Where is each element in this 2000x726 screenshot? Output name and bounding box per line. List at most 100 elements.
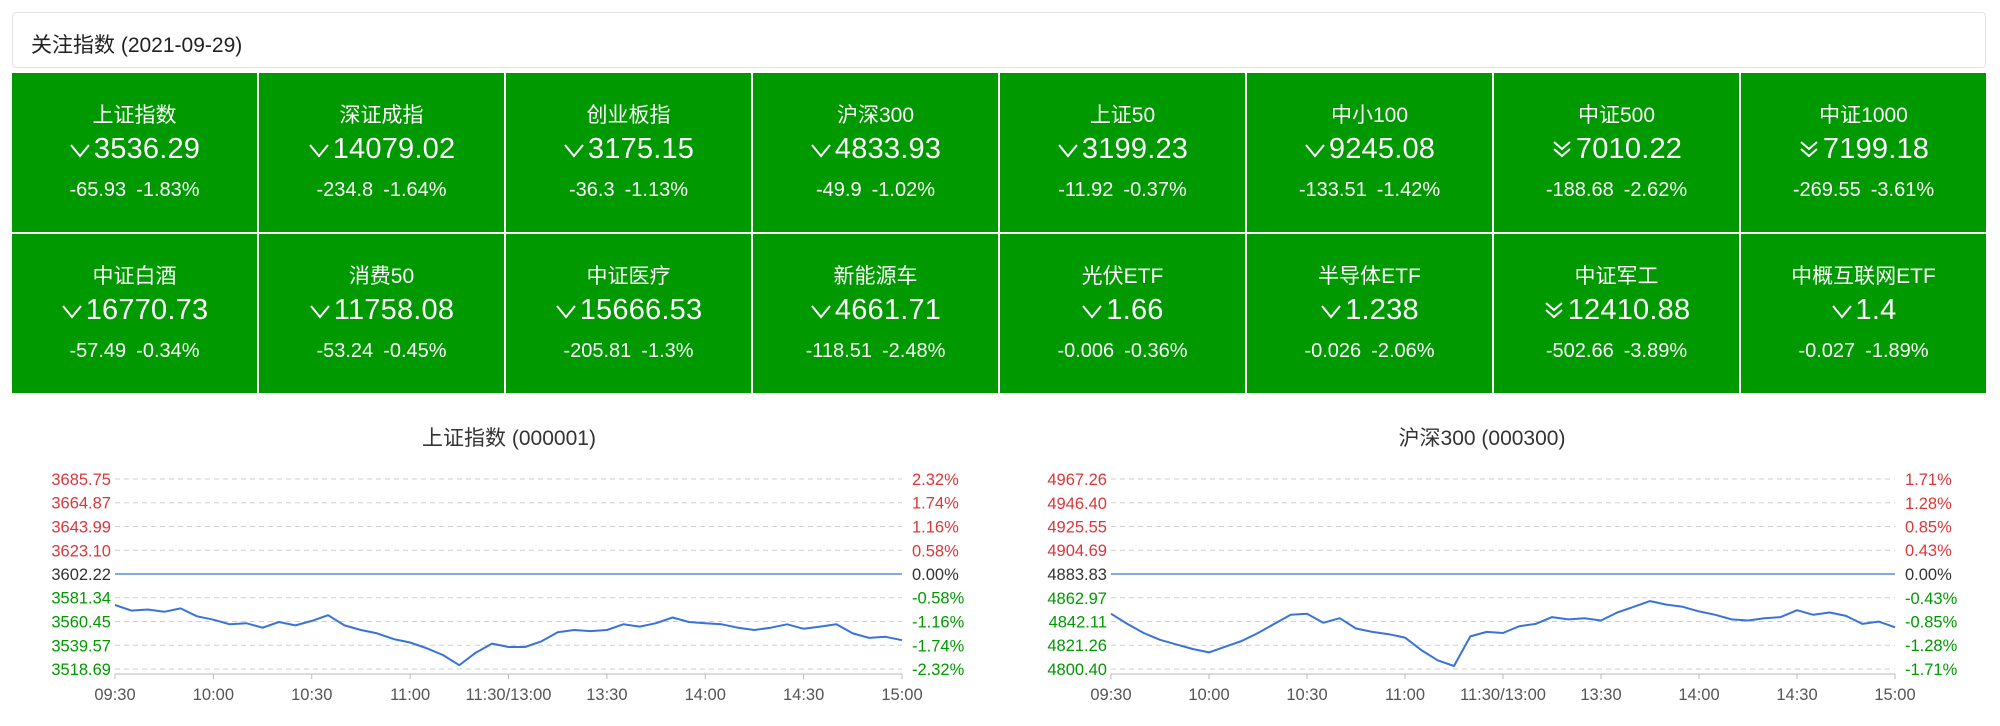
index-tile[interactable]: 沪深300 4833.93 -49.9 -1.02% — [753, 73, 998, 232]
index-tile[interactable]: 中证白酒 16770.73 -57.49 -0.34% — [12, 234, 257, 393]
tile-index-name: 中证军工 — [1574, 265, 1659, 288]
y-tick-label: 3581.34 — [51, 590, 111, 608]
tile-index-name: 沪深300 — [836, 104, 915, 127]
tile-index-name: 中小100 — [1330, 104, 1409, 127]
index-tile[interactable]: 中证500 7010.22 -188.68 -2.62% — [1494, 73, 1739, 232]
tile-change-value: -53.24 — [316, 340, 374, 362]
tile-change-percent: -0.37% — [1123, 179, 1187, 201]
x-tick-label: 13:30 — [1580, 686, 1621, 704]
y-pct-tick-label: -1.74% — [912, 637, 965, 655]
tile-index-name: 中证医疗 — [586, 265, 671, 288]
tile-index-name: 上证50 — [1089, 104, 1156, 127]
index-tile[interactable]: 消费50 11758.08 -53.24 -0.45% — [259, 234, 504, 393]
price-series-line — [1110, 600, 1896, 667]
tile-change-percent: -1.3% — [641, 340, 694, 362]
double-chevron-down-icon — [1543, 297, 1565, 321]
tile-price-value: 16770.73 — [85, 294, 209, 326]
x-tick-label: 15:00 — [881, 686, 922, 704]
tile-index-name: 新能源车 — [833, 265, 918, 288]
chevron-down-icon — [309, 297, 331, 321]
tile-price-value: 3536.29 — [93, 133, 201, 165]
y-pct-tick-label: -0.58% — [912, 590, 965, 608]
tile-price: 4833.93 — [753, 133, 998, 166]
y-tick-label: 3664.87 — [51, 495, 111, 513]
tile-change-value: -0.027 — [1798, 340, 1856, 362]
tile-price-value: 1.66 — [1106, 294, 1164, 326]
y-tick-label: 3643.99 — [51, 518, 111, 536]
tile-price-value: 15666.53 — [579, 294, 703, 326]
tile-change: -0.006 -0.36% — [1000, 340, 1245, 363]
index-tile[interactable]: 中证医疗 15666.53 -205.81 -1.3% — [506, 234, 751, 393]
y-tick-label: 4800.40 — [1047, 661, 1107, 679]
tile-change-percent: -0.34% — [136, 340, 200, 362]
y-pct-tick-label: 0.00% — [1905, 566, 1952, 584]
index-tile[interactable]: 中证1000 7199.18 -269.55 -3.61% — [1741, 73, 1986, 232]
tile-price-value: 3175.15 — [587, 133, 695, 165]
tile-change-percent: -0.45% — [383, 340, 447, 362]
x-tick-label: 10:00 — [1188, 686, 1229, 704]
index-tile[interactable]: 中证军工 12410.88 -502.66 -3.89% — [1494, 234, 1739, 393]
chevron-down-icon — [810, 136, 832, 160]
y-tick-label: 3685.75 — [51, 471, 111, 489]
header-panel: 关注指数 (2021-09-29) — [12, 12, 1986, 68]
tile-change-value: -49.9 — [816, 179, 862, 201]
tile-index-name: 中证白酒 — [92, 265, 177, 288]
tile-index-name: 上证指数 — [92, 104, 177, 127]
tile-price: 12410.88 — [1494, 294, 1739, 327]
chevron-down-icon — [563, 136, 585, 160]
tile-change-percent: -1.02% — [871, 179, 935, 201]
tile-change: -133.51 -1.42% — [1247, 179, 1492, 202]
page-title: 关注指数 (2021-09-29) — [31, 34, 243, 57]
tile-index-name: 创业板指 — [586, 104, 671, 127]
y-tick-label: 4904.69 — [1047, 542, 1107, 560]
index-tile[interactable]: 半导体ETF 1.238 -0.026 -2.06% — [1247, 234, 1492, 393]
index-tile[interactable]: 深证成指 14079.02 -234.8 -1.64% — [259, 73, 504, 232]
y-pct-tick-label: 1.74% — [912, 495, 959, 513]
y-tick-label: 3539.57 — [51, 637, 111, 655]
tile-change: -53.24 -0.45% — [259, 340, 504, 363]
y-tick-label: 4883.83 — [1047, 566, 1107, 584]
tile-change-value: -118.51 — [805, 340, 872, 362]
tile-price: 1.238 — [1247, 294, 1492, 327]
tile-price-value: 9245.08 — [1328, 133, 1436, 165]
y-pct-tick-label: 1.16% — [912, 518, 959, 536]
y-pct-tick-label: -0.43% — [1905, 590, 1958, 608]
chevron-down-icon — [1304, 136, 1326, 160]
index-tile[interactable]: 新能源车 4661.71 -118.51 -2.48% — [753, 234, 998, 393]
tile-change-percent: -0.36% — [1124, 340, 1188, 362]
tile-change-percent: -1.89% — [1865, 340, 1929, 362]
tile-change: -0.027 -1.89% — [1741, 340, 1986, 363]
y-tick-label: 3623.10 — [51, 542, 111, 560]
chart-title-hs300: 沪深300 (000300) — [1398, 427, 1566, 450]
y-pct-tick-label: -1.28% — [1905, 637, 1958, 655]
index-tile[interactable]: 中小100 9245.08 -133.51 -1.42% — [1247, 73, 1492, 232]
double-chevron-down-icon — [1798, 136, 1820, 160]
y-tick-label: 3602.22 — [51, 566, 111, 584]
index-tile[interactable]: 中概互联网ETF 1.4 -0.027 -1.89% — [1741, 234, 1986, 393]
y-pct-tick-label: -0.85% — [1905, 614, 1958, 632]
tile-change-value: -133.51 — [1298, 179, 1367, 201]
tile-change-percent: -1.83% — [136, 179, 200, 201]
tile-index-name: 中概互联网ETF — [1791, 265, 1936, 288]
tile-change-value: -57.49 — [69, 340, 127, 362]
chart-title-sh-index: 上证指数 (000001) — [422, 427, 596, 450]
tile-index-name: 光伏ETF — [1081, 265, 1164, 288]
tile-change-percent: -2.48% — [881, 340, 946, 362]
tile-change: -269.55 -3.61% — [1741, 179, 1986, 202]
tile-price: 4661.71 — [753, 294, 998, 327]
index-tile[interactable]: 上证50 3199.23 -11.92 -0.37% — [1000, 73, 1245, 232]
tile-price-value: 14079.02 — [332, 133, 456, 165]
y-pct-tick-label: 1.28% — [1905, 495, 1952, 513]
tile-change-value: -36.3 — [569, 179, 615, 201]
x-tick-label: 10:00 — [193, 686, 234, 704]
tile-change-value: -188.68 — [1545, 179, 1614, 201]
chevron-down-icon — [1057, 136, 1079, 160]
y-tick-label: 4821.26 — [1047, 637, 1107, 655]
double-chevron-down-icon — [1551, 136, 1573, 160]
index-tile[interactable]: 上证指数 3536.29 -65.93 -1.83% — [12, 73, 257, 232]
index-tile[interactable]: 光伏ETF 1.66 -0.006 -0.36% — [1000, 234, 1245, 393]
tile-change-value: -234.8 — [316, 179, 374, 201]
y-pct-tick-label: 0.58% — [912, 542, 959, 560]
chevron-down-icon — [555, 297, 577, 321]
index-tile[interactable]: 创业板指 3175.15 -36.3 -1.13% — [506, 73, 751, 232]
